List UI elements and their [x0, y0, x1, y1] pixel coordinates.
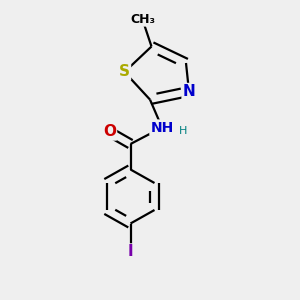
- Text: S: S: [119, 64, 130, 80]
- Text: H: H: [178, 125, 187, 136]
- Text: CH₃: CH₃: [130, 13, 155, 26]
- Text: N: N: [183, 84, 195, 99]
- Text: O: O: [103, 124, 116, 140]
- Text: I: I: [128, 244, 133, 260]
- Text: NH: NH: [150, 121, 174, 134]
